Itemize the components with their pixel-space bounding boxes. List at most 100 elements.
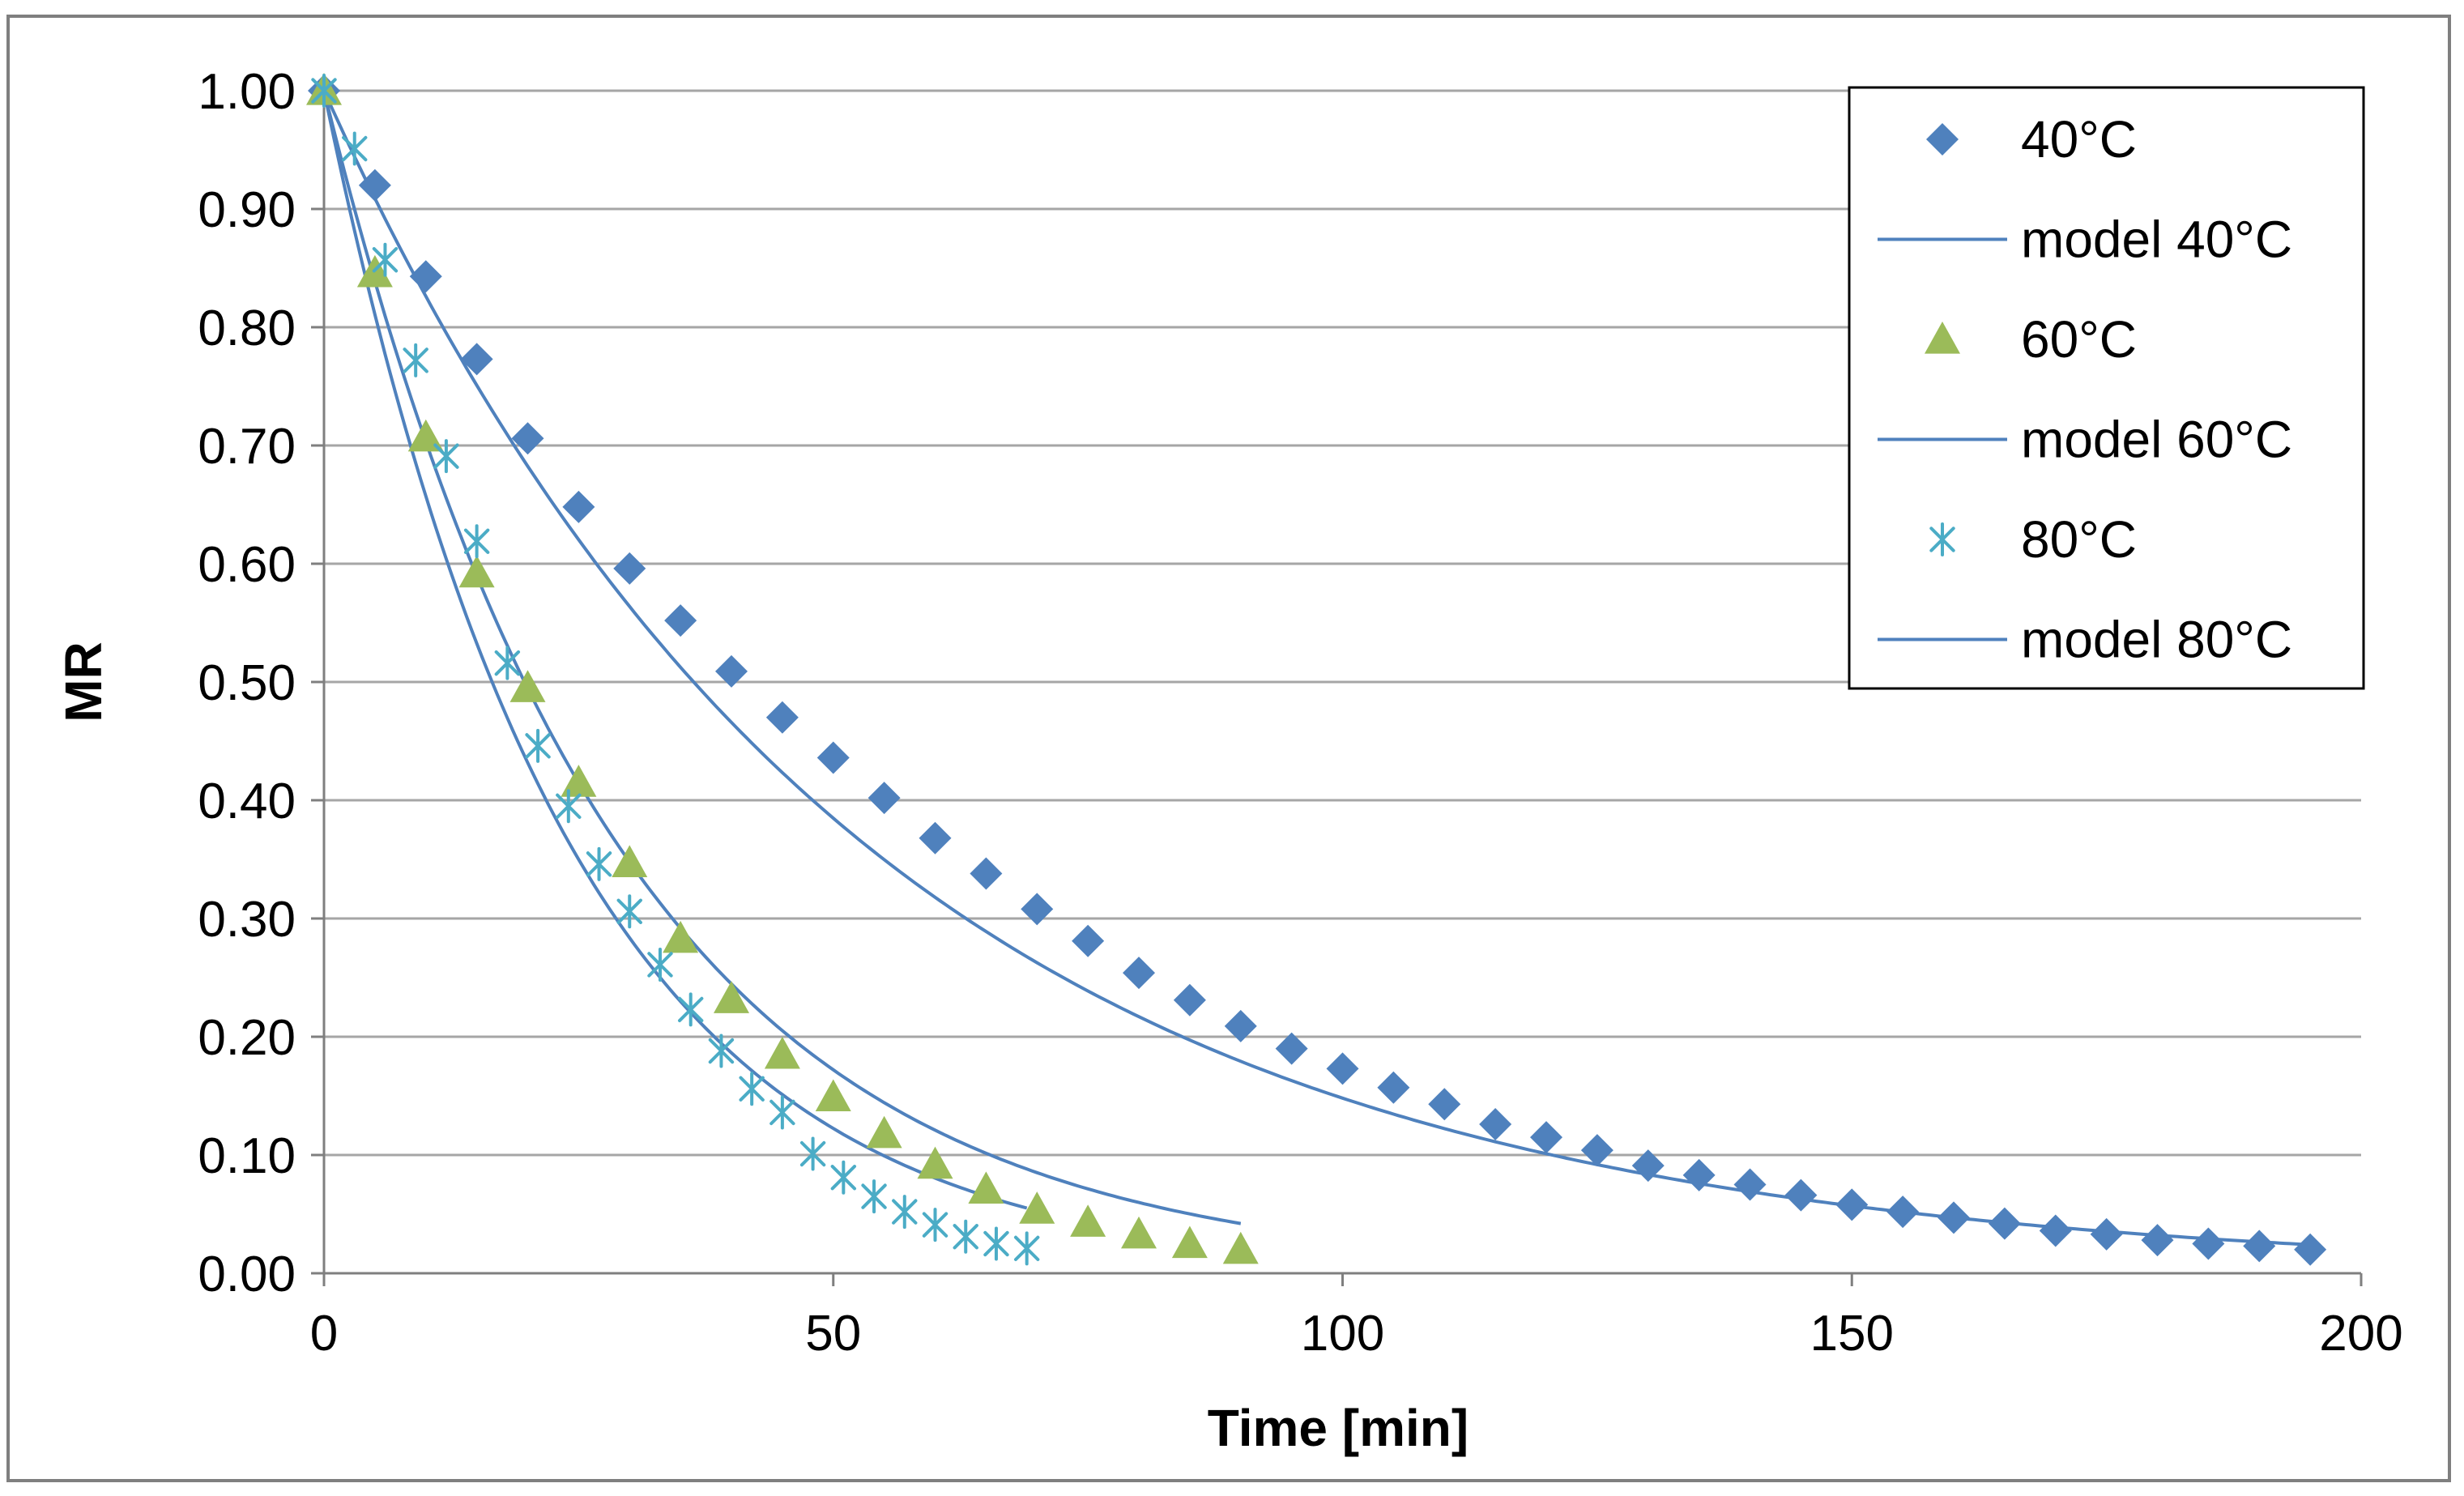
y-tick-label: 0.30 <box>198 892 296 948</box>
legend-label-40-c: 40°C <box>2021 110 2137 168</box>
point-60-c <box>714 981 749 1013</box>
point-80-c <box>616 894 642 929</box>
x-axis-title: Time [min] <box>1208 1399 1469 1457</box>
star-stroke <box>556 793 582 819</box>
point-80-c <box>494 646 521 680</box>
y-tick-label: 0.60 <box>198 537 296 593</box>
star-stroke <box>463 528 490 554</box>
point-60-c <box>1171 1225 1208 1259</box>
y-tick-label: 0.40 <box>198 774 296 829</box>
point-60-c <box>1019 1191 1055 1224</box>
point-60-c <box>815 1079 851 1112</box>
point-80-c <box>861 1179 887 1214</box>
point-40-c <box>1580 1134 1614 1167</box>
point-80-c <box>403 343 428 377</box>
point-40-c <box>1123 957 1155 990</box>
y-tick-label: 0.70 <box>198 419 296 475</box>
point-80-c <box>372 242 399 277</box>
legend-marker-80-c <box>1929 522 1955 556</box>
point-40-c <box>1631 1149 1665 1183</box>
data-markers <box>306 73 2327 1266</box>
x-tick-label: 0 <box>310 1306 338 1362</box>
point-40-c <box>1682 1158 1716 1191</box>
star-stroke <box>953 1224 978 1250</box>
star-stroke <box>372 247 399 273</box>
legend-label-80-c: 80°C <box>2021 510 2137 569</box>
legend-marker-60-c <box>1925 322 1960 354</box>
point-60-c <box>968 1171 1004 1204</box>
line-model-80-c <box>322 90 1028 1210</box>
y-axis-title: MR <box>54 641 113 722</box>
point-60-c <box>509 670 546 702</box>
star-stroke <box>769 1099 795 1126</box>
point-80-c <box>556 789 582 824</box>
point-80-c <box>525 728 551 763</box>
line-model-40-c <box>322 90 2311 1247</box>
point-80-c <box>892 1195 918 1230</box>
star-stroke <box>861 1183 887 1209</box>
star-stroke <box>1013 1235 1040 1262</box>
star-stroke <box>403 347 428 373</box>
point-80-c <box>953 1219 978 1254</box>
point-80-c <box>586 846 612 881</box>
point-40-c <box>562 490 595 523</box>
x-tick-label: 50 <box>805 1306 861 1362</box>
point-40-c <box>1275 1032 1308 1065</box>
point-80-c <box>463 524 490 559</box>
point-80-c <box>830 1160 857 1195</box>
axes <box>311 89 2363 1286</box>
point-40-c <box>1988 1207 2021 1240</box>
point-40-c <box>1530 1121 1562 1154</box>
point-40-c <box>1733 1168 1767 1201</box>
point-40-c <box>358 168 391 202</box>
star-stroke <box>616 898 642 924</box>
point-80-c <box>708 1034 735 1068</box>
point-60-c <box>764 1036 800 1069</box>
point-40-c <box>1479 1108 1512 1141</box>
y-tick-label: 0.80 <box>198 300 296 356</box>
legend-marker-40-c <box>1926 123 1959 156</box>
y-tick-label: 0.00 <box>198 1247 296 1302</box>
star-stroke <box>311 78 337 104</box>
legend-label-model-40-c: model 40°C <box>2021 211 2292 269</box>
star-stroke <box>647 952 673 978</box>
star-stroke <box>708 1038 735 1064</box>
point-40-c <box>1784 1178 1818 1212</box>
point-40-c <box>2294 1233 2327 1266</box>
point-40-c <box>2141 1224 2174 1257</box>
legend-box <box>1848 86 2365 690</box>
legend-label-model-80-c: model 80°C <box>2021 611 2292 669</box>
point-80-c <box>739 1072 765 1106</box>
star-stroke <box>494 650 521 676</box>
point-40-c <box>511 422 544 455</box>
point-40-c <box>2090 1217 2123 1251</box>
point-60-c <box>612 845 648 877</box>
point-80-c <box>1013 1231 1040 1266</box>
point-60-c <box>407 419 444 452</box>
star-stroke <box>983 1230 1009 1257</box>
point-80-c <box>983 1226 1009 1261</box>
point-40-c <box>2243 1230 2276 1263</box>
point-40-c <box>613 552 646 585</box>
star-stroke <box>678 996 704 1023</box>
tick-labels: 0.00 0.10 0.20 0.30 0.40 0.50 0.60 0.70 0.80 0.90… <box>198 64 2402 1362</box>
point-80-c <box>647 947 673 982</box>
point-40-c <box>1224 1009 1257 1042</box>
point-60-c <box>458 555 495 588</box>
point-80-c <box>799 1136 826 1171</box>
point-40-c <box>1835 1188 1869 1221</box>
x-tick-label: 150 <box>1810 1306 1894 1362</box>
star-stroke <box>739 1076 765 1102</box>
point-40-c <box>765 701 799 734</box>
point-40-c <box>868 782 901 815</box>
star-stroke <box>922 1212 949 1238</box>
point-40-c <box>715 654 748 688</box>
star-stroke <box>830 1165 857 1191</box>
y-tick-label: 1.00 <box>198 64 296 120</box>
point-40-c <box>2039 1214 2072 1247</box>
point-40-c <box>1021 893 1054 926</box>
point-40-c <box>1377 1071 1410 1104</box>
legend: 40°C model 40°C 60°C model 60°C 80°C model 80… <box>1848 86 2365 690</box>
y-tick-label: 0.20 <box>198 1010 296 1066</box>
point-40-c <box>1326 1052 1359 1085</box>
